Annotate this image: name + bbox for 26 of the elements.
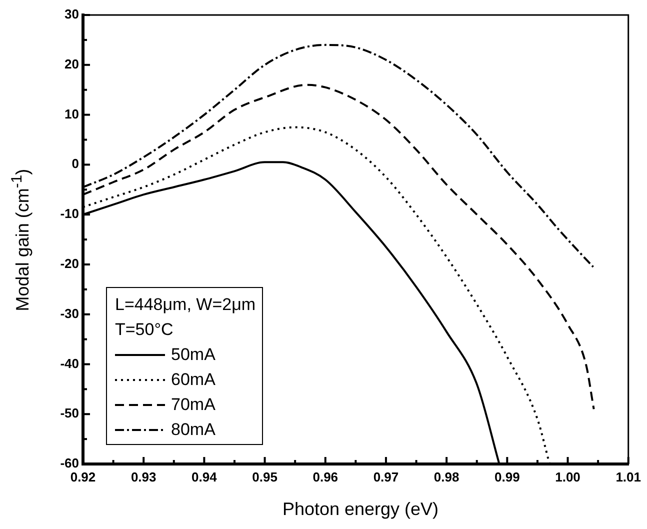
legend-label: 60mA — [171, 369, 216, 391]
legend-label: 70mA — [171, 394, 216, 416]
x-tick-label: 0.99 — [494, 469, 520, 484]
legend-label: 50mA — [171, 344, 216, 366]
x-tick-label: 0.98 — [434, 469, 460, 484]
x-tick-label: 0.97 — [373, 469, 399, 484]
x-tick-label: 0.93 — [130, 469, 156, 484]
y-tick-label: -30 — [60, 306, 79, 321]
x-tick-label: 0.96 — [312, 469, 338, 484]
y-tick-label: -60 — [60, 456, 79, 471]
x-tick-label: 0.92 — [70, 469, 96, 484]
y-tick-label: -10 — [60, 206, 79, 222]
legend-title: L=448μm, W=2μm T=50°C — [115, 294, 256, 341]
x-axis-title: Photon energy (eV) — [281, 499, 440, 520]
y-tick-label: 20 — [64, 56, 79, 72]
x-tick-label: 1.01 — [616, 469, 642, 484]
y-tick-label: -20 — [60, 256, 79, 272]
y-tick-label: -40 — [60, 356, 79, 371]
x-tick-label: 1.00 — [555, 469, 580, 484]
y-tick-label: 10 — [64, 106, 79, 122]
x-tick-label: 0.95 — [252, 469, 278, 484]
y-tick-label: -50 — [60, 406, 79, 421]
legend-label: 80mA — [171, 419, 216, 441]
y-tick-label: 30 — [64, 6, 79, 22]
x-tick-label: 0.94 — [192, 469, 218, 484]
y-tick-label: 0 — [72, 156, 79, 172]
